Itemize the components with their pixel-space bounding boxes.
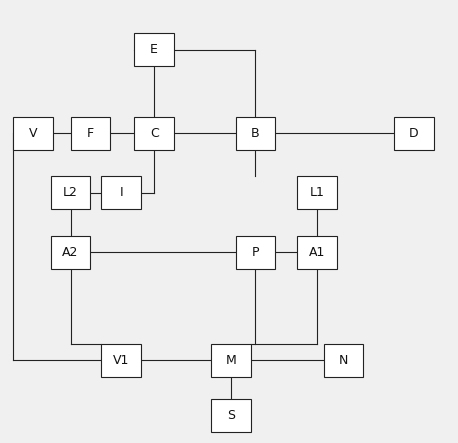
FancyBboxPatch shape xyxy=(134,33,174,66)
FancyBboxPatch shape xyxy=(71,117,110,150)
Text: S: S xyxy=(227,409,235,422)
FancyBboxPatch shape xyxy=(212,344,251,377)
FancyBboxPatch shape xyxy=(235,117,275,150)
Text: E: E xyxy=(150,43,158,56)
FancyBboxPatch shape xyxy=(101,344,141,377)
Text: M: M xyxy=(226,354,237,367)
Text: A1: A1 xyxy=(309,246,325,259)
FancyBboxPatch shape xyxy=(51,236,90,269)
FancyBboxPatch shape xyxy=(297,176,337,210)
Text: C: C xyxy=(150,127,158,140)
Text: V: V xyxy=(29,127,38,140)
Text: L2: L2 xyxy=(63,187,78,199)
Text: D: D xyxy=(409,127,419,140)
Text: P: P xyxy=(251,246,259,259)
Text: N: N xyxy=(339,354,348,367)
FancyBboxPatch shape xyxy=(394,117,434,150)
Text: V1: V1 xyxy=(113,354,129,367)
Text: B: B xyxy=(251,127,260,140)
FancyBboxPatch shape xyxy=(324,344,363,377)
FancyBboxPatch shape xyxy=(13,117,53,150)
FancyBboxPatch shape xyxy=(101,176,141,210)
FancyBboxPatch shape xyxy=(235,236,275,269)
Text: A2: A2 xyxy=(62,246,79,259)
Text: F: F xyxy=(87,127,94,140)
Text: L1: L1 xyxy=(310,187,324,199)
Text: I: I xyxy=(120,187,123,199)
FancyBboxPatch shape xyxy=(212,399,251,432)
FancyBboxPatch shape xyxy=(51,176,90,210)
FancyBboxPatch shape xyxy=(134,117,174,150)
FancyBboxPatch shape xyxy=(297,236,337,269)
